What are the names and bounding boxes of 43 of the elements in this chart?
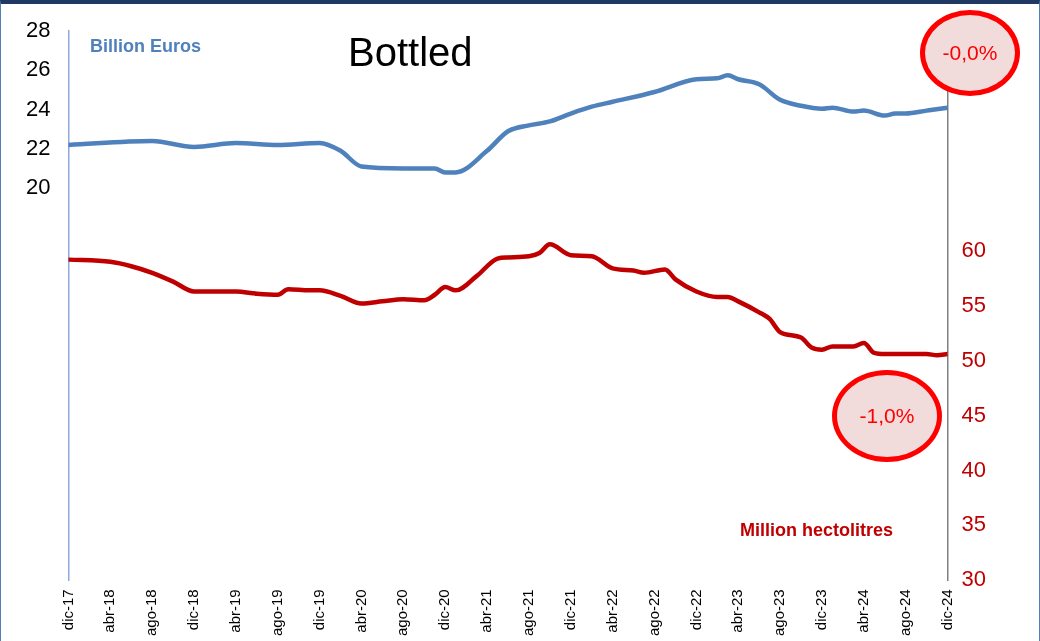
oval-badge: -1,0% xyxy=(832,370,942,462)
y-tick-label: 26 xyxy=(25,56,51,82)
y2-tick-label: 40 xyxy=(961,456,987,482)
x-tick-label: dic-23 xyxy=(812,589,830,631)
x-tick-label: abr-21 xyxy=(477,589,495,633)
x-tick-label: ago-22 xyxy=(644,589,662,637)
y2-axis-title: Million hectolitres xyxy=(740,520,894,541)
y2-tick-label: 30 xyxy=(961,566,987,592)
y2-tick-label: 55 xyxy=(961,291,987,317)
annotation: -1,0% xyxy=(859,404,915,428)
oval-badge: -0,0% xyxy=(920,10,1020,96)
y-tick-label: 24 xyxy=(25,95,51,121)
x-tick-label: ago-23 xyxy=(770,589,788,637)
x-tick-label: dic-18 xyxy=(184,589,202,631)
x-tick-label: ago-24 xyxy=(895,589,913,637)
x-tick-label: ago-20 xyxy=(393,589,411,637)
line-series xyxy=(68,242,948,358)
y-axis-title: Billion Euros xyxy=(90,36,202,57)
x-tick-label: ago-21 xyxy=(519,589,537,637)
x-tick-label: abr-24 xyxy=(853,589,871,633)
x-tick-label: abr-20 xyxy=(351,589,369,633)
x-tick-label: dic-19 xyxy=(309,589,327,631)
x-tick-label: dic-22 xyxy=(686,589,704,631)
chart-title: Bottled xyxy=(348,30,473,75)
y2-tick-label: 50 xyxy=(961,346,987,372)
y2-tick-label: 45 xyxy=(961,401,987,427)
y2-tick-label: 35 xyxy=(961,511,987,537)
y-tick-label: 28 xyxy=(25,17,51,43)
x-tick-label: dic-17 xyxy=(58,589,76,631)
x-tick-label: dic-21 xyxy=(560,589,578,631)
x-tick-label: ago-19 xyxy=(267,589,285,637)
line-series xyxy=(68,73,948,175)
x-tick-label: abr-23 xyxy=(728,589,746,633)
x-tick-label: abr-18 xyxy=(100,589,118,633)
x-tick-label: abr-22 xyxy=(602,589,620,633)
y2-tick-label: 60 xyxy=(961,236,987,262)
x-tick-label: dic-24 xyxy=(937,589,955,631)
x-tick-label: ago-18 xyxy=(142,589,160,637)
x-tick-label: dic-20 xyxy=(435,589,453,631)
y-tick-label: 22 xyxy=(25,134,51,160)
annotation: -0,0% xyxy=(942,41,998,65)
y-tick-label: 20 xyxy=(25,174,51,200)
x-tick-label: abr-19 xyxy=(226,589,244,633)
